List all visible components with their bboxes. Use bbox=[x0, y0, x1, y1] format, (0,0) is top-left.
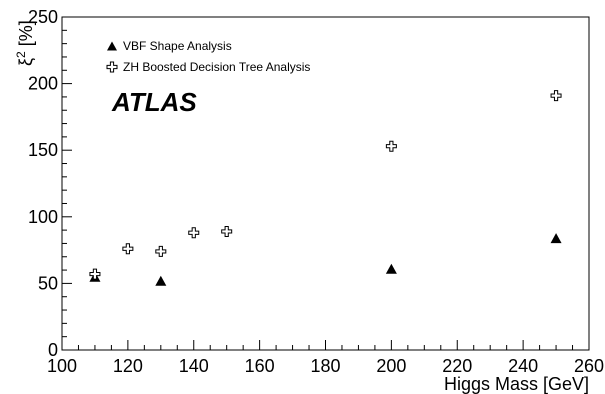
x-tick-label: 100 bbox=[47, 356, 77, 376]
x-axis-title: Higgs Mass [GeV] bbox=[444, 374, 589, 394]
zh-point bbox=[122, 243, 134, 255]
zh-point bbox=[155, 245, 167, 257]
x-tick-label: 160 bbox=[245, 356, 275, 376]
vbf-point bbox=[385, 263, 397, 274]
tick-labels: 100 120 140 160 180 200 220 240 260 0 50 100 150 200 2… bbox=[28, 7, 604, 376]
y-tick-label: 200 bbox=[28, 74, 58, 94]
data-points bbox=[89, 90, 562, 286]
x-tick-label: 220 bbox=[442, 356, 472, 376]
x-tick-label: 200 bbox=[376, 356, 406, 376]
vbf-point bbox=[550, 233, 562, 244]
y-tick-label: 0 bbox=[48, 340, 58, 360]
legend-marker-zh bbox=[106, 61, 118, 73]
legend: VBF Shape Analysis ZH Boosted Decision T… bbox=[106, 39, 310, 74]
zh-point bbox=[385, 140, 397, 152]
y-tick-label: 100 bbox=[28, 207, 58, 227]
x-tick-label: 120 bbox=[113, 356, 143, 376]
x-tick-label: 240 bbox=[508, 356, 538, 376]
y-axis-title: ξ2 [%] bbox=[14, 20, 36, 66]
y-tick-label: 150 bbox=[28, 140, 58, 160]
x-tick-label: 180 bbox=[310, 356, 340, 376]
zh-point bbox=[188, 227, 200, 239]
zh-point bbox=[89, 268, 101, 280]
y-tick-label: 250 bbox=[28, 7, 58, 27]
legend-marker-vbf bbox=[107, 41, 117, 51]
x-tick-label: 140 bbox=[179, 356, 209, 376]
axis-ticks bbox=[61, 16, 590, 351]
y-tick-label: 50 bbox=[38, 273, 58, 293]
vbf-point bbox=[155, 275, 167, 286]
zh-point bbox=[221, 225, 233, 237]
legend-label-vbf: VBF Shape Analysis bbox=[123, 39, 232, 53]
legend-label-zh: ZH Boosted Decision Tree Analysis bbox=[123, 60, 310, 74]
atlas-label: ATLAS bbox=[111, 87, 197, 117]
x-tick-label: 260 bbox=[574, 356, 604, 376]
zh-point bbox=[550, 90, 562, 102]
